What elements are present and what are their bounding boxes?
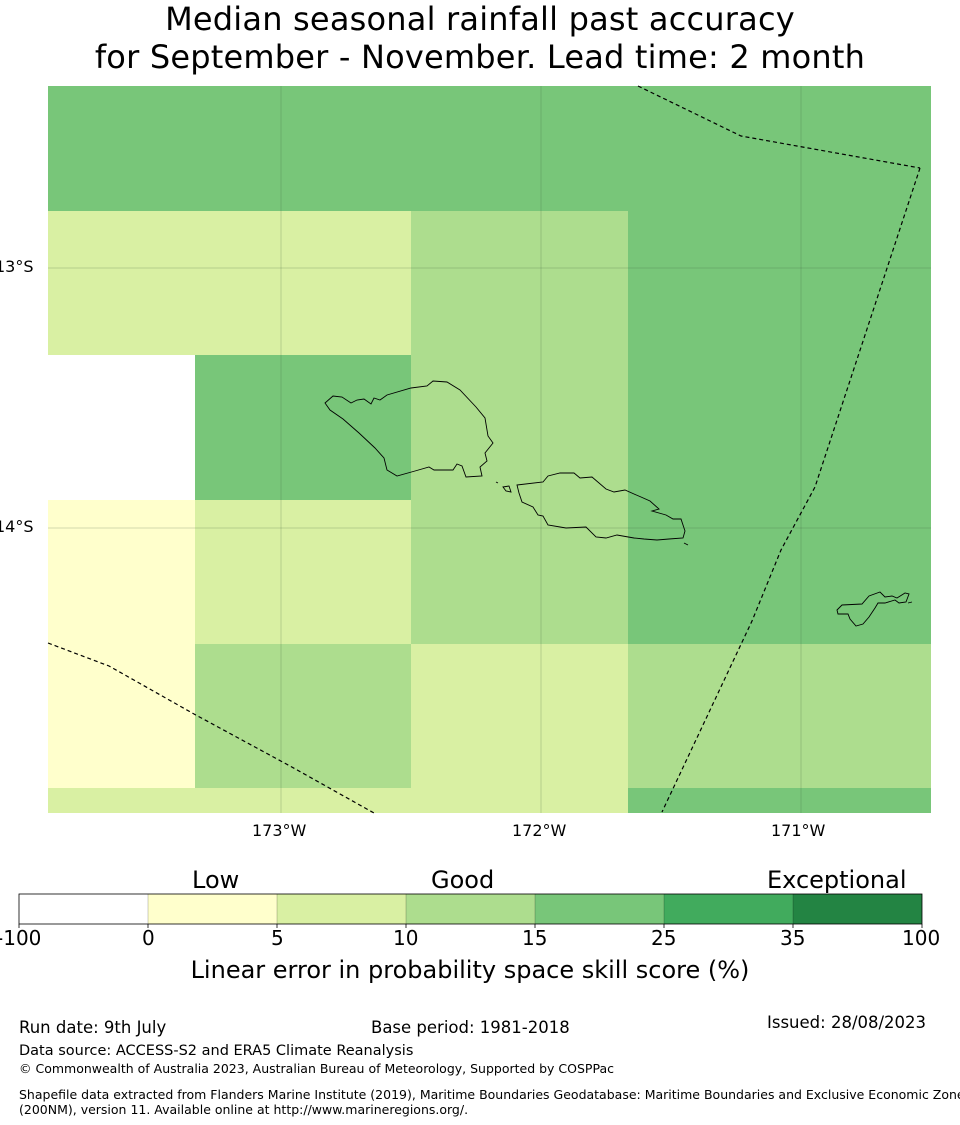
grid-cell [195,500,411,644]
grid-cell [48,211,195,355]
grid-cell [628,500,844,644]
tutuila-island [836,591,913,627]
colorbar-tick: -100 [0,926,42,950]
lon-label-171w: 171°W [771,821,826,840]
base-period: Base period: 1981-2018 [371,1018,570,1037]
grid-cell [48,86,195,211]
map-title-line-2: for September - November. Lead time: 2 m… [94,38,866,76]
grid-cell [411,500,628,644]
eez-boundary-east [661,167,921,813]
shapefile-credit-line-1: Shapefile data extracted from Flanders M… [19,1087,960,1102]
issued-date: Issued: 28/08/2023 [767,1013,927,1032]
skill-grid [48,86,931,813]
grid-cell [411,355,628,500]
grid-cell [195,355,411,500]
grid-cell [195,211,411,355]
legend-category-low: Low [192,866,240,894]
grid-cell [411,788,628,813]
grid-cell [844,355,931,500]
eez-boundary-north [637,85,921,169]
colorbar-tick: 5 [271,926,284,950]
grid-cell [195,644,411,788]
graticule [48,86,931,813]
grid-cell [195,788,411,813]
colorbar-tick: 100 [902,926,941,950]
grid-cell [48,644,195,788]
grid-cell [628,788,844,813]
savaii-island [324,380,494,478]
colorbar [18,893,923,928]
colorbar-segment [664,894,793,924]
lon-label-172w: 172°W [512,821,567,840]
legend-category-exceptional: Exceptional [767,866,907,894]
colorbar-segment [535,894,664,924]
colorbar-tick: 25 [651,926,677,950]
colorbar-tick: 35 [780,926,806,950]
map-title-line-1: Median seasonal rainfall past accuracy [165,0,795,38]
grid-cell [844,211,931,355]
grid-cell [195,86,411,211]
copyright-notice: © Commonwealth of Australia 2023, Austra… [19,1061,614,1076]
grid-cell [628,355,844,500]
grid-cell [48,355,195,500]
colorbar-tick: 0 [142,926,155,950]
lat-label-14s: 14°S [0,517,34,536]
shapefile-credit-line-2: (200NM), version 11. Available online at… [19,1102,469,1117]
grid-cell [844,500,931,644]
maritime-boundaries [47,85,921,814]
grid-cell [628,86,844,211]
lon-label-173w: 173°W [252,821,307,840]
grid-cell [628,644,844,788]
data-source: Data source: ACCESS-S2 and ERA5 Climate … [19,1043,414,1059]
colorbar-segment [277,894,406,924]
upolu-island [495,472,689,546]
grid-cell [844,788,931,813]
colorbar-title: Linear error in probability space skill … [190,956,750,984]
coastlines [324,380,913,627]
colorbar-tick: 15 [522,926,548,950]
run-date: Run date: 9th July [19,1018,167,1037]
grid-cell [411,211,628,355]
colorbar-tick: 10 [393,926,419,950]
grid-cell [628,211,844,355]
legend-category-good: Good [431,866,495,894]
colorbar-outline [18,893,923,925]
colorbar-segment [148,894,277,924]
grid-cell [411,644,628,788]
colorbar-segment [793,894,922,924]
grid-cell [411,86,628,211]
grid-cell [48,500,195,644]
grid-cell [844,644,931,788]
colorbar-segment [406,894,535,924]
grid-cell [844,86,931,211]
colorbar-segment [19,894,148,924]
grid-cell [48,788,195,813]
lat-label-13s: 13°S [0,257,34,276]
eez-boundary-southwest [47,642,375,814]
